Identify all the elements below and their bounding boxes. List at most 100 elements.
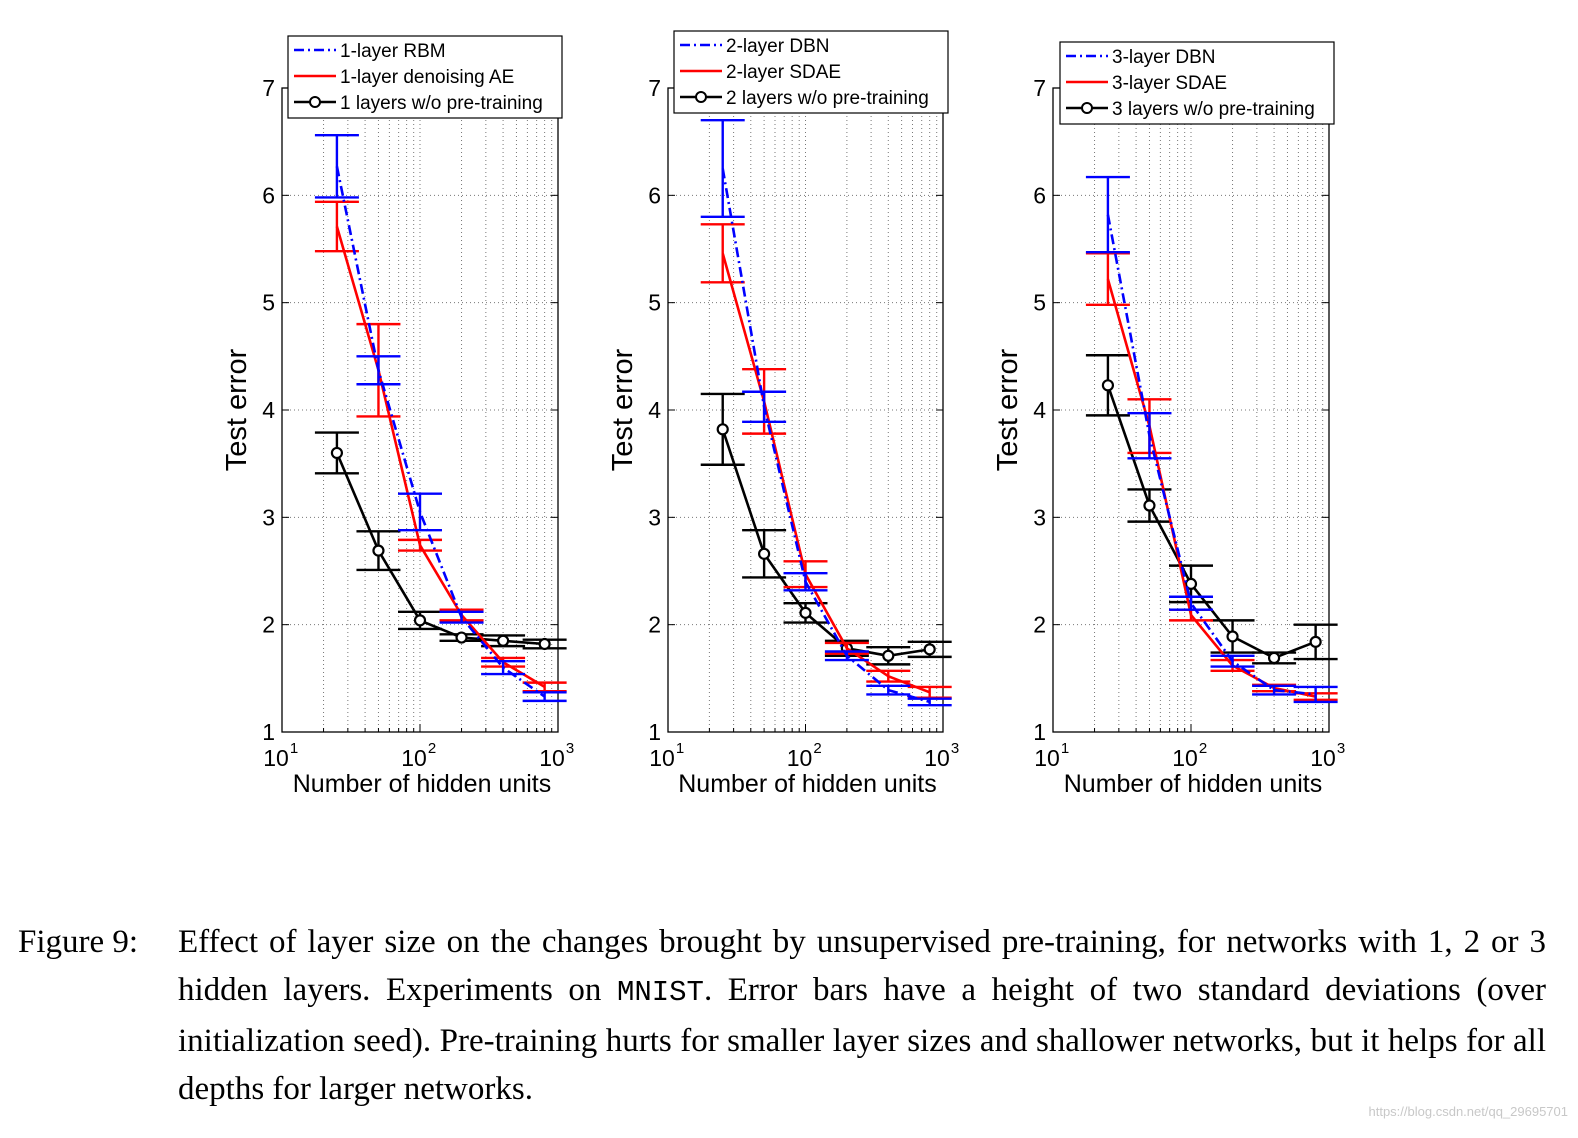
watermark: https://blog.csdn.net/qq_29695701 <box>1368 1104 1569 1119</box>
y-tick-label: 7 <box>1033 75 1046 101</box>
x-tick-label-exponent: 1 <box>1061 740 1069 757</box>
legend-entry: 2-layer SDAE <box>726 62 841 83</box>
legend-entry: 1-layer denoising AE <box>340 67 514 88</box>
y-tick-label: 4 <box>1033 397 1046 423</box>
series-2 <box>314 200 567 693</box>
legend-entry: 1 layers w/o pre-training <box>340 93 543 114</box>
y-tick-label: 4 <box>648 397 661 423</box>
x-tick-label: 10 <box>924 745 950 771</box>
y-axis-label: Test error <box>221 348 253 471</box>
x-tick-label-exponent: 1 <box>676 740 684 757</box>
y-tick-label: 2 <box>1033 612 1046 638</box>
series-line <box>1106 278 1316 698</box>
series-3 <box>314 431 567 651</box>
series-line <box>335 452 545 646</box>
series-line <box>721 168 931 704</box>
figure-caption: Figure 9: Effect of layer size on the cha… <box>18 918 1548 1113</box>
legend-entry: 2-layer DBN <box>726 36 829 57</box>
x-tick-label-exponent: 2 <box>813 740 821 757</box>
data-point <box>1309 635 1322 648</box>
data-point <box>1267 651 1281 665</box>
caption-text-2: . Error bars have a height of two standa… <box>178 972 1546 1107</box>
y-tick-label: 5 <box>648 290 661 316</box>
y-tick-label: 3 <box>648 504 661 530</box>
legend-entry: 3-layer SDAE <box>1112 73 1227 94</box>
series-2 <box>700 223 952 699</box>
series-1 <box>314 134 567 703</box>
data-point <box>1226 630 1239 643</box>
data-point <box>455 631 468 644</box>
series-3 <box>1085 354 1338 665</box>
caption-body: Effect of layer size on the changes brou… <box>178 918 1546 1113</box>
y-tick-label: 6 <box>1033 182 1046 208</box>
legend: 3-layer DBN 3-layer SDAE 3 layers w/o pre-… <box>1059 41 1335 125</box>
y-tick-label: 4 <box>262 397 275 423</box>
y-axis-label: Test error <box>607 348 639 471</box>
y-tick-label: 1 <box>262 719 275 745</box>
series-2 <box>1085 252 1338 701</box>
data-point <box>330 446 344 460</box>
series-1 <box>700 118 952 707</box>
y-tick-label: 7 <box>648 75 661 101</box>
data-point <box>1184 577 1198 590</box>
x-tick-label: 10 <box>1034 745 1060 771</box>
legend-entry: 3-layer DBN <box>1112 47 1215 68</box>
legend-marker <box>695 91 707 103</box>
legend: 1-layer RBM 1-layer denoising AE 1 layers … <box>287 35 563 119</box>
x-tick-label-exponent: 2 <box>428 740 436 757</box>
x-tick-label: 10 <box>401 745 427 771</box>
y-tick-label: 5 <box>262 290 275 316</box>
series-line <box>335 226 546 689</box>
y-tick-label: 3 <box>262 504 275 530</box>
series-3 <box>700 392 952 666</box>
legend-entry: 3 layers w/o pre-training <box>1112 99 1315 120</box>
series-line <box>721 252 931 694</box>
y-axis-label: Test error <box>992 348 1024 471</box>
y-tick-label: 6 <box>648 182 661 208</box>
data-point <box>1143 499 1156 512</box>
x-tick-label-exponent: 3 <box>1337 740 1345 757</box>
y-tick-label: 1 <box>1033 719 1046 745</box>
x-axis-label: Number of hidden units <box>678 770 936 798</box>
y-tick-label: 6 <box>262 182 275 208</box>
y-tick-label: 7 <box>262 75 275 101</box>
y-tick-label: 2 <box>648 612 661 638</box>
data-point <box>882 649 895 662</box>
x-tick-label-exponent: 2 <box>1199 740 1207 757</box>
x-axis-label: Number of hidden units <box>1064 770 1322 798</box>
y-tick-label: 1 <box>648 719 661 745</box>
legend-entry: 2 layers w/o pre-training <box>726 88 929 109</box>
x-tick-label: 10 <box>1310 745 1336 771</box>
data-point <box>923 643 936 656</box>
series-1 <box>1085 175 1338 704</box>
y-tick-label: 2 <box>262 612 275 638</box>
data-point <box>758 547 771 560</box>
data-point <box>538 637 551 651</box>
x-tick-label-exponent: 3 <box>566 740 574 757</box>
data-point <box>1101 379 1115 392</box>
y-tick-label: 3 <box>1033 504 1046 530</box>
x-tick-label: 10 <box>787 745 813 771</box>
data-point <box>413 614 427 627</box>
legend-marker <box>309 96 321 108</box>
legend-entry: 1-layer RBM <box>340 41 446 62</box>
x-tick-label-exponent: 1 <box>290 740 298 757</box>
x-tick-label: 10 <box>263 745 289 771</box>
legend: 2-layer DBN 2-layer SDAE 2 layers w/o pre-… <box>673 30 949 114</box>
series-line <box>1106 214 1316 696</box>
data-point <box>716 423 729 436</box>
caption-label: Figure 9: <box>18 924 139 960</box>
data-point <box>799 606 812 619</box>
x-tick-label: 10 <box>1172 745 1198 771</box>
data-point <box>372 544 385 557</box>
x-axis-label: Number of hidden units <box>293 770 551 798</box>
series-line <box>335 166 546 698</box>
y-tick-label: 5 <box>1033 290 1046 316</box>
x-tick-label: 10 <box>539 745 565 771</box>
caption-dataset: MNIST <box>616 976 704 1009</box>
x-tick-label-exponent: 3 <box>951 740 959 757</box>
